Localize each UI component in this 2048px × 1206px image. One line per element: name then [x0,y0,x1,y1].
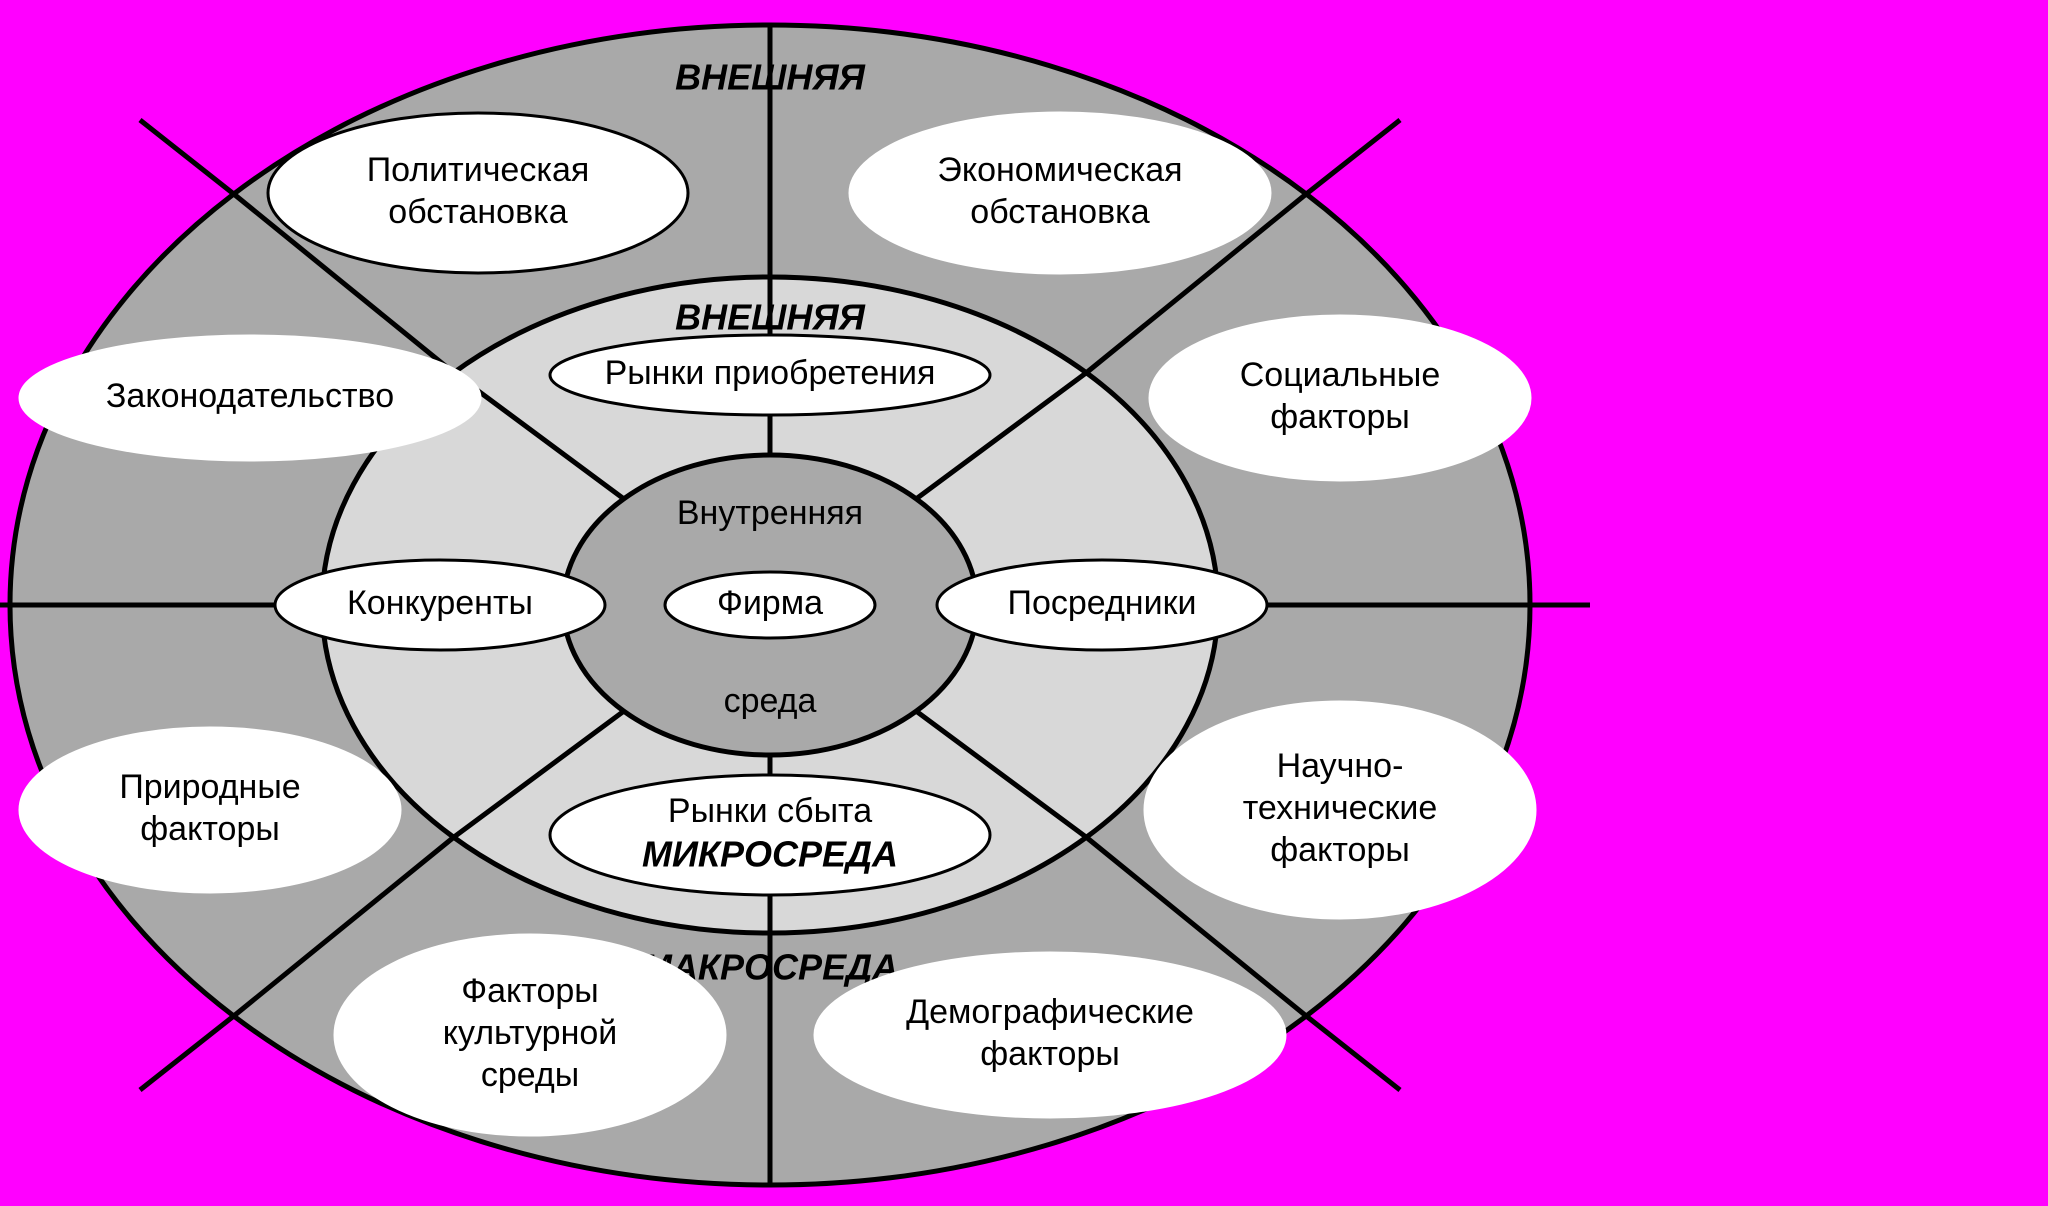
svg-text:Конкуренты: Конкуренты [347,584,533,622]
heading-middle-bottom: МИКРОСРЕДА [642,834,898,875]
svg-text:Рынки приобретения: Рынки приобретения [605,354,936,392]
svg-text:факторы: факторы [140,810,280,848]
svg-text:Демографические: Демографические [906,993,1194,1031]
environment-diagram: ВНЕШНЯЯМАКРОСРЕДАВНЕШНЯЯПолитическаяобст… [0,0,2048,1206]
svg-text:факторы: факторы [980,1035,1120,1073]
micro-item-intermediaries: Посредники [937,560,1267,650]
macro-item-legislation: Законодательство [20,336,480,460]
svg-text:факторы: факторы [1270,831,1410,869]
svg-text:культурной: культурной [443,1014,618,1052]
svg-text:Законодательство: Законодательство [106,377,394,415]
macro-item-cultural: Факторы культурной среды [335,935,725,1135]
svg-text:факторы: факторы [1270,398,1410,436]
macro-item-social: Социальные факторы [1150,316,1530,480]
svg-text:Научно-: Научно- [1277,747,1404,785]
heading-outer-top: ВНЕШНЯЯ [675,57,865,98]
macro-item-political: Политическая обстановка [268,113,688,273]
svg-text:Природные: Природные [119,768,300,806]
svg-text:Экономическая: Экономическая [937,151,1182,189]
svg-text:Рынки сбыта: Рынки сбыта [668,792,872,830]
heading-middle-top: ВНЕШНЯЯ [675,297,865,338]
svg-text:обстановка: обстановка [388,193,567,231]
svg-text:Политическая: Политическая [367,151,590,189]
inner-env-label-1: Внутренняя [677,494,863,532]
micro-item-markets-sales: Рынки сбыта МИКРОСРЕДА [550,775,990,895]
macro-item-economic: Экономическая обстановка [850,113,1270,273]
svg-text:среды: среды [481,1056,579,1094]
inner-env-label-2: среда [724,682,817,720]
svg-text:Посредники: Посредники [1008,584,1197,622]
svg-text:Социальные: Социальные [1240,356,1441,394]
firm-label: Фирма [717,584,823,622]
svg-text:технические: технические [1243,789,1438,827]
macro-item-demographic: Демографические факторы [815,953,1285,1117]
svg-text:обстановка: обстановка [970,193,1149,231]
macro-item-natural: Природные факторы [20,728,400,892]
macro-item-sci-tech: Научно-технические факторы [1145,702,1535,918]
svg-text:Факторы: Факторы [461,972,598,1010]
micro-item-competitors: Конкуренты [275,560,605,650]
micro-item-markets-acquisition: Рынки приобретения [550,335,990,415]
